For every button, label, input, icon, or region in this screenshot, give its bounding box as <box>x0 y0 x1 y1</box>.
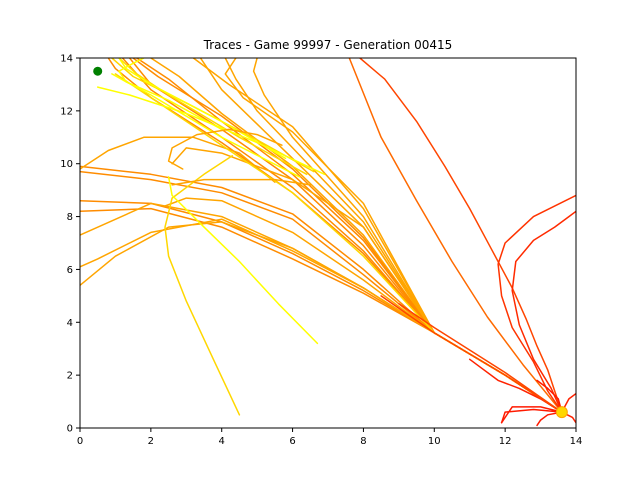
y-tick-label: 8 <box>67 212 73 223</box>
x-tick-label: 4 <box>219 436 225 447</box>
chart-title: Traces - Game 99997 - Generation 00415 <box>203 38 453 52</box>
trace-line-28 <box>96 86 326 176</box>
trace-line-39 <box>500 408 563 424</box>
trace-line-30 <box>167 176 319 345</box>
trace-line-36 <box>497 194 576 413</box>
x-tick-label: 14 <box>570 436 583 447</box>
start-point <box>555 406 568 419</box>
plot-frame <box>79 57 577 429</box>
traces-layer <box>80 58 576 427</box>
trace-line-35 <box>511 210 576 413</box>
x-axis: 0 2 4 6 8 10 12 14 <box>77 428 583 447</box>
trace-line-26 <box>118 58 223 131</box>
trace-line-32 <box>171 178 312 186</box>
trace-line-38 <box>500 406 563 424</box>
y-tick-label: 4 <box>67 318 73 329</box>
trace-line-45 <box>398 303 563 413</box>
y-tick-label: 0 <box>67 424 73 435</box>
y-tick-label: 6 <box>67 265 73 276</box>
trace-line-27 <box>118 58 287 160</box>
x-tick-label: 12 <box>499 436 512 447</box>
trace-line-29 <box>164 155 241 416</box>
trace-line-40 <box>536 411 563 427</box>
trace-line-43 <box>536 379 563 413</box>
trace-line-44 <box>380 295 563 413</box>
points-layer <box>93 66 568 419</box>
trace-line-25 <box>111 73 301 178</box>
y-tick-label: 2 <box>67 371 73 382</box>
trace-line-34 <box>359 58 563 413</box>
x-tick-label: 2 <box>148 436 154 447</box>
x-tick-label: 10 <box>428 436 441 447</box>
trace-line-42 <box>561 392 576 413</box>
y-axis: 0 2 4 6 8 10 12 14 <box>60 54 80 435</box>
x-tick-label: 6 <box>289 436 295 447</box>
y-tick-label: 10 <box>60 159 73 170</box>
y-tick-label: 14 <box>60 54 73 65</box>
x-tick-label: 8 <box>360 436 366 447</box>
trace-line-21 <box>80 136 276 183</box>
trace-line-33 <box>348 58 563 413</box>
trace-line-24 <box>118 58 308 176</box>
x-tick-label: 0 <box>77 436 83 447</box>
target-point <box>93 66 103 76</box>
y-tick-label: 12 <box>60 106 73 117</box>
trace-line-31 <box>167 128 283 170</box>
